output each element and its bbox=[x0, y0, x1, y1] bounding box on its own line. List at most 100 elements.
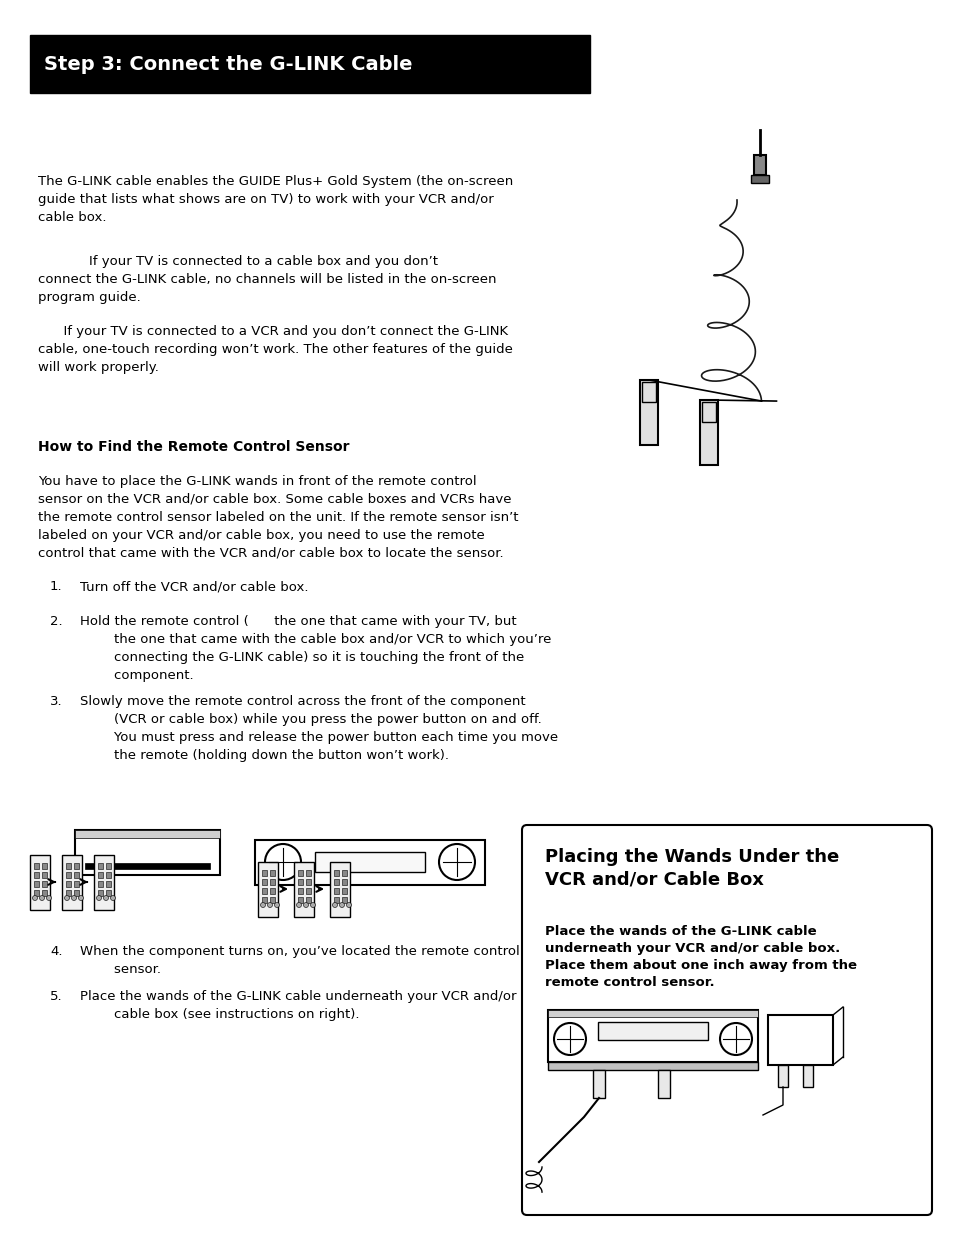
Circle shape bbox=[111, 895, 115, 900]
Bar bbox=[42, 881, 47, 887]
Bar bbox=[341, 869, 347, 876]
Circle shape bbox=[310, 903, 315, 908]
Bar bbox=[30, 855, 50, 910]
Text: When the component turns on, you’ve located the remote control
        sensor.: When the component turns on, you’ve loca… bbox=[80, 945, 519, 976]
Circle shape bbox=[267, 903, 273, 908]
Text: How to Find the Remote Control Sensor: How to Find the Remote Control Sensor bbox=[38, 440, 349, 454]
Text: Hold the remote control (      the one that came with your TV, but
        the o: Hold the remote control ( the one that c… bbox=[80, 615, 551, 682]
Bar bbox=[306, 888, 311, 894]
Bar bbox=[66, 881, 71, 887]
Bar bbox=[297, 869, 303, 876]
Bar bbox=[306, 879, 311, 885]
Circle shape bbox=[339, 903, 344, 908]
Bar bbox=[270, 897, 274, 903]
Circle shape bbox=[65, 895, 70, 900]
Circle shape bbox=[265, 844, 301, 881]
Bar bbox=[106, 863, 111, 869]
Bar bbox=[297, 888, 303, 894]
Bar bbox=[341, 879, 347, 885]
Text: 2.: 2. bbox=[50, 615, 63, 629]
Circle shape bbox=[274, 903, 279, 908]
Bar bbox=[94, 855, 113, 910]
Text: If your TV is connected to a cable box and you don’t
connect the G-LINK cable, n: If your TV is connected to a cable box a… bbox=[38, 254, 496, 304]
Bar bbox=[802, 1065, 812, 1087]
Circle shape bbox=[438, 844, 475, 881]
Bar bbox=[306, 897, 311, 903]
Bar bbox=[34, 863, 39, 869]
Text: Step 3: Connect the G-LINK Cable: Step 3: Connect the G-LINK Cable bbox=[44, 54, 412, 74]
Bar bbox=[254, 840, 484, 885]
Bar bbox=[547, 1010, 758, 1016]
Circle shape bbox=[71, 895, 76, 900]
Bar bbox=[42, 863, 47, 869]
Bar bbox=[75, 830, 220, 876]
Bar bbox=[74, 863, 79, 869]
Bar bbox=[106, 872, 111, 878]
Bar bbox=[74, 890, 79, 897]
Text: The G-LINK cable enables the GUIDE Plus+ Gold System (the on-screen
guide that l: The G-LINK cable enables the GUIDE Plus+… bbox=[38, 175, 513, 224]
Circle shape bbox=[303, 903, 308, 908]
Bar bbox=[593, 1070, 604, 1098]
Text: 4.: 4. bbox=[50, 945, 63, 958]
Bar bbox=[270, 888, 274, 894]
Bar bbox=[34, 872, 39, 878]
Bar bbox=[262, 888, 267, 894]
Bar bbox=[106, 881, 111, 887]
Bar bbox=[547, 1062, 758, 1070]
Circle shape bbox=[720, 1023, 751, 1055]
Bar bbox=[74, 881, 79, 887]
Bar bbox=[42, 890, 47, 897]
Bar bbox=[66, 872, 71, 878]
Bar bbox=[778, 1065, 787, 1087]
Bar bbox=[75, 830, 220, 839]
Bar bbox=[74, 872, 79, 878]
Text: Place the wands of the G-LINK cable
underneath your VCR and/or cable box.
Place : Place the wands of the G-LINK cable unde… bbox=[544, 925, 856, 989]
Bar bbox=[701, 403, 716, 422]
Circle shape bbox=[39, 895, 45, 900]
Bar bbox=[62, 855, 82, 910]
Bar bbox=[257, 862, 277, 918]
Circle shape bbox=[32, 895, 37, 900]
Bar bbox=[66, 863, 71, 869]
Text: 1.: 1. bbox=[50, 580, 63, 593]
Bar bbox=[270, 869, 274, 876]
Text: 3.: 3. bbox=[50, 695, 63, 708]
Bar bbox=[262, 897, 267, 903]
Bar bbox=[334, 879, 338, 885]
Bar bbox=[658, 1070, 669, 1098]
Bar bbox=[641, 382, 656, 403]
Text: Turn off the VCR and/or cable box.: Turn off the VCR and/or cable box. bbox=[80, 580, 308, 593]
Circle shape bbox=[333, 903, 337, 908]
Bar bbox=[262, 879, 267, 885]
Bar bbox=[306, 869, 311, 876]
Bar bbox=[294, 862, 314, 918]
Circle shape bbox=[296, 903, 301, 908]
Bar bbox=[297, 879, 303, 885]
Bar bbox=[262, 869, 267, 876]
Bar bbox=[598, 1023, 707, 1040]
Bar bbox=[42, 872, 47, 878]
Circle shape bbox=[78, 895, 84, 900]
Bar bbox=[270, 879, 274, 885]
Bar bbox=[30, 35, 589, 93]
Bar bbox=[34, 890, 39, 897]
Circle shape bbox=[260, 903, 265, 908]
Bar bbox=[753, 156, 765, 175]
Text: Slowly move the remote control across the front of the component
        (VCR or: Slowly move the remote control across th… bbox=[80, 695, 558, 762]
Text: If your TV is connected to a VCR and you don’t connect the G-LINK
cable, one-tou: If your TV is connected to a VCR and you… bbox=[38, 325, 513, 374]
Bar bbox=[767, 1015, 832, 1065]
Bar bbox=[98, 872, 103, 878]
Bar bbox=[34, 881, 39, 887]
Text: Placing the Wands Under the
VCR and/or Cable Box: Placing the Wands Under the VCR and/or C… bbox=[544, 848, 839, 888]
FancyBboxPatch shape bbox=[521, 825, 931, 1215]
Circle shape bbox=[554, 1023, 585, 1055]
Bar bbox=[98, 863, 103, 869]
Bar bbox=[106, 890, 111, 897]
Bar bbox=[66, 890, 71, 897]
Circle shape bbox=[346, 903, 351, 908]
Bar bbox=[85, 863, 210, 869]
Bar bbox=[547, 1010, 758, 1062]
Bar bbox=[334, 869, 338, 876]
Bar bbox=[341, 897, 347, 903]
Bar bbox=[750, 175, 768, 183]
